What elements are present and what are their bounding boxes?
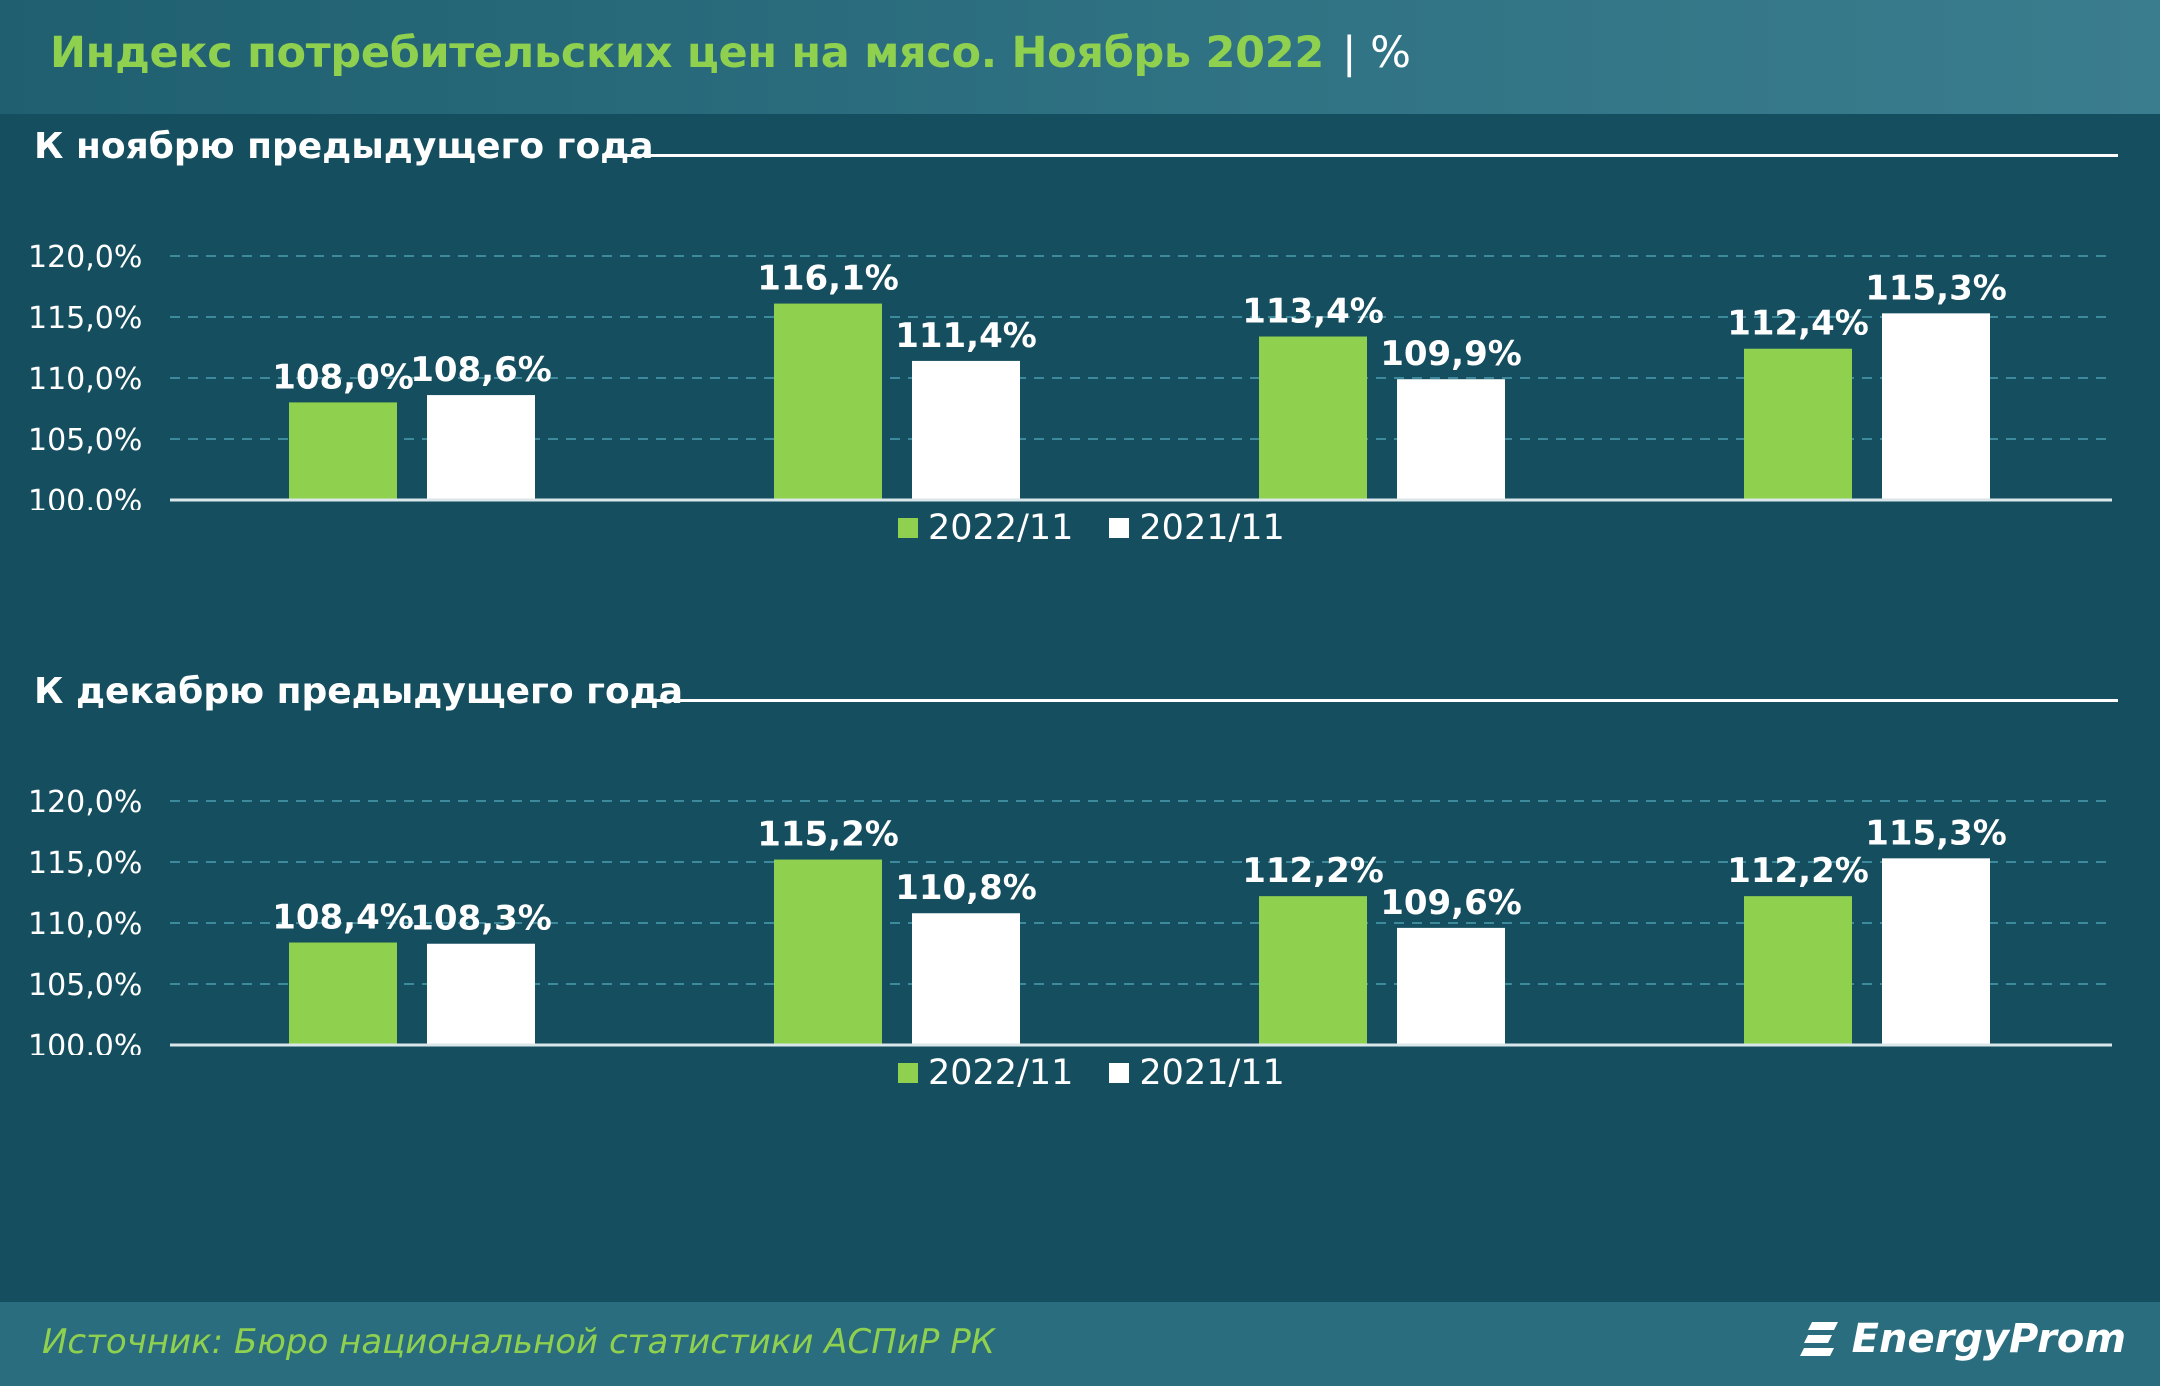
legend: 2022/11 2021/11 — [898, 1053, 1321, 1093]
section-rule — [640, 699, 2118, 702]
bar — [289, 402, 397, 500]
y-tick-label: 105,0% — [28, 423, 142, 458]
legend-item-2021: 2021/11 — [1109, 508, 1285, 548]
title-unit: % — [1370, 28, 1411, 78]
data-label: 111,4% — [895, 316, 1037, 356]
bar — [1744, 348, 1852, 500]
section-title-december: К декабрю предыдущего года — [34, 671, 684, 712]
energyprom-logo-icon — [1799, 1322, 1838, 1356]
legend-label-2021: 2021/11 — [1139, 508, 1285, 548]
chart-title-text: Индекс потребительских цен на мясо. Нояб… — [50, 28, 1324, 78]
y-tick-label: 100,0% — [28, 484, 142, 510]
data-label: 112,2% — [1727, 851, 1869, 891]
data-label: 113,4% — [1242, 292, 1384, 332]
bar — [774, 859, 882, 1045]
energyprom-logo: EnergyProm — [1798, 1316, 2126, 1362]
legend-label-2022: 2022/11 — [928, 508, 1074, 548]
y-tick-label: 110,0% — [28, 362, 142, 397]
legend-item-2022: 2022/11 — [898, 508, 1073, 548]
y-tick-label: 120,0% — [28, 785, 142, 820]
section-rule — [620, 154, 2118, 157]
bar — [1259, 896, 1367, 1045]
data-label: 109,9% — [1380, 334, 1522, 374]
legend-item-2022: 2022/11 — [898, 1053, 1073, 1093]
bar — [1882, 858, 1990, 1045]
footer: Источник: Бюро национальной статистики А… — [0, 1302, 2160, 1386]
bar — [1882, 313, 1990, 500]
data-label: 112,4% — [1727, 304, 1869, 344]
data-label: 108,0% — [272, 357, 414, 397]
bar — [289, 942, 397, 1045]
source-text: Источник: Бюро национальной статистики А… — [42, 1322, 995, 1362]
bar — [1744, 896, 1852, 1045]
y-tick-label: 115,0% — [28, 301, 142, 336]
legend-label-2022: 2022/11 — [928, 1053, 1074, 1093]
bar — [912, 913, 1020, 1045]
bar-chart-december: 100,0% 105,0% 110,0% 115,0% 120,0% 108,4%108,… — [28, 785, 2112, 1055]
data-label: 115,3% — [1865, 268, 2007, 308]
section-title-november: К ноябрю предыдущего года — [34, 126, 654, 167]
data-label: 108,4% — [272, 898, 414, 938]
data-label: 108,6% — [410, 350, 552, 390]
data-label: 116,1% — [757, 259, 899, 299]
bar — [427, 943, 535, 1045]
bar — [912, 360, 1020, 500]
legend-swatch-2021 — [1109, 1063, 1130, 1083]
chart-title: Индекс потребительских цен на мясо. Нояб… — [50, 28, 1411, 78]
bar-chart-november: 100,0% 105,0% 110,0% 115,0% 120,0% 108,0%108,… — [28, 240, 2112, 510]
y-tick-label: 115,0% — [28, 846, 142, 881]
bar — [427, 395, 535, 500]
data-label: 115,2% — [757, 815, 899, 855]
bar — [774, 303, 882, 500]
legend: 2022/11 2021/11 — [898, 508, 1321, 548]
data-label: 108,3% — [410, 899, 552, 939]
legend-label-2021: 2021/11 — [1139, 1053, 1285, 1093]
legend-swatch-2022 — [898, 518, 918, 538]
y-tick-label: 110,0% — [28, 907, 142, 942]
data-label: 112,2% — [1242, 851, 1384, 891]
panel-december: К декабрю предыдущего года 100,0% 105,0% 1… — [0, 665, 2160, 1185]
data-label: 109,6% — [1380, 883, 1522, 923]
y-tick-label: 100,0% — [28, 1029, 142, 1055]
data-label: 115,3% — [1865, 813, 2007, 853]
bar — [1259, 336, 1367, 500]
logo-text: EnergyProm — [1851, 1316, 2126, 1362]
y-tick-label: 105,0% — [28, 968, 142, 1003]
header: Индекс потребительских цен на мясо. Нояб… — [0, 0, 2160, 114]
bar — [1397, 379, 1505, 500]
legend-swatch-2022 — [898, 1063, 918, 1083]
legend-swatch-2021 — [1109, 518, 1130, 538]
data-label: 110,8% — [895, 868, 1037, 908]
bar — [1397, 927, 1505, 1045]
title-separator: | — [1341, 28, 1357, 78]
panel-november: К ноябрю предыдущего года 100,0% 105,0% 11… — [0, 120, 2160, 640]
legend-item-2021: 2021/11 — [1109, 1053, 1285, 1093]
y-tick-label: 120,0% — [28, 240, 142, 275]
